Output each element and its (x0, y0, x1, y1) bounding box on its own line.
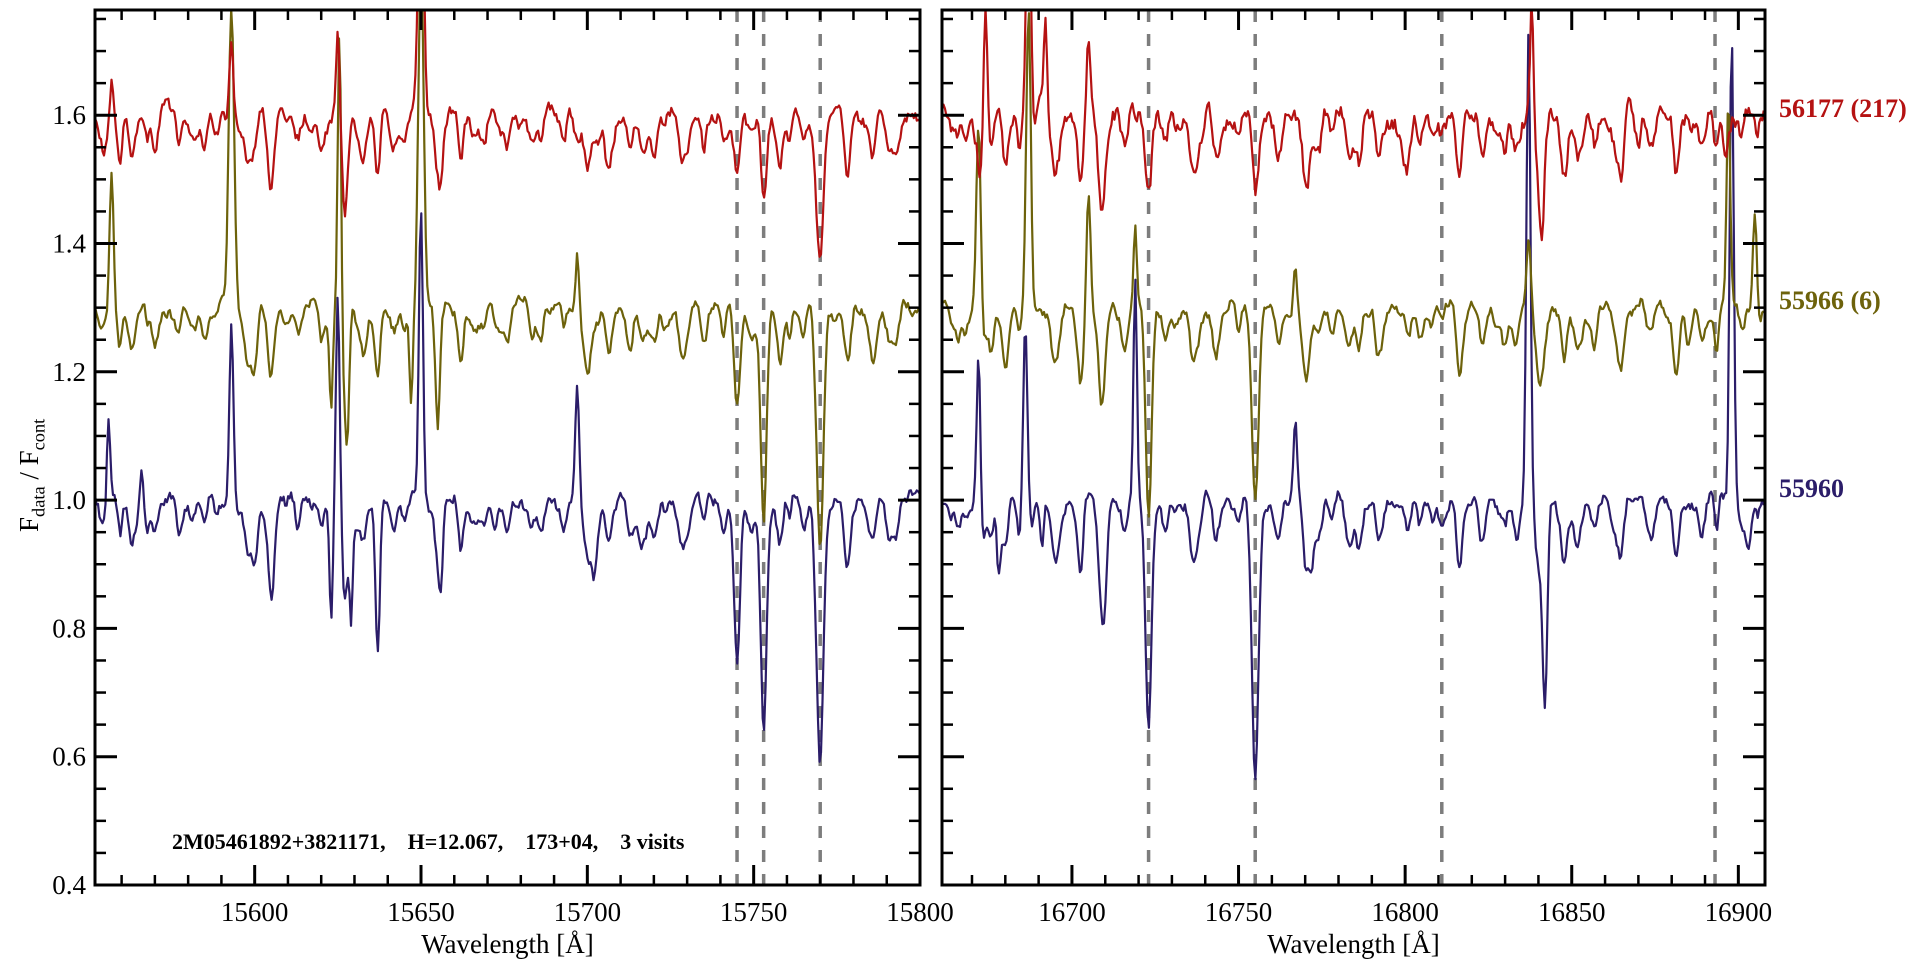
x-axis-title-right-panel: Wavelength [Å] (1267, 929, 1440, 959)
y-tick-label: 1.6 (52, 100, 86, 130)
y-tick-label: 1.4 (52, 229, 86, 259)
x-tick-label: 15700 (554, 897, 622, 927)
spectrum-56177217 (95, 10, 920, 258)
x-tick-label: 16850 (1538, 897, 1606, 927)
spectrum-55960 (942, 33, 1765, 781)
x-tick-label: 15600 (221, 897, 289, 927)
y-axis-title: Fdata / Fcont (14, 418, 49, 532)
y-tick-label: 0.8 (52, 613, 86, 643)
y-tick-label: 1.0 (52, 485, 86, 515)
spectrum-55960 (95, 212, 920, 763)
spectrum-559666 (942, 12, 1765, 518)
x-tick-label: 16900 (1705, 897, 1773, 927)
series-label-55960: 55960 (1779, 474, 1844, 503)
x-tick-label: 16700 (1038, 897, 1106, 927)
x-tick-label: 15800 (886, 897, 954, 927)
panel-frame (940, 8, 1767, 887)
spectrum-559666 (95, 10, 920, 546)
series-label-55966: 55966 (6) (1779, 286, 1881, 315)
y-tick-label: 1.2 (52, 357, 86, 387)
series-label-56177: 56177 (217) (1779, 94, 1907, 123)
target-annotation: 2M05461892+3821171, H=12.067, 173+04, 3 … (172, 829, 685, 854)
spectrum-56177217 (942, 10, 1765, 242)
x-tick-label: 16800 (1371, 897, 1439, 927)
panel-frame (93, 8, 922, 887)
x-tick-label: 15650 (387, 897, 455, 927)
x-axis-title-left-panel: Wavelength [Å] (421, 929, 594, 959)
x-tick-label: 15750 (720, 897, 788, 927)
x-tick-label: 16750 (1205, 897, 1273, 927)
y-tick-label: 0.6 (52, 742, 86, 772)
y-tick-label: 0.4 (52, 870, 86, 900)
